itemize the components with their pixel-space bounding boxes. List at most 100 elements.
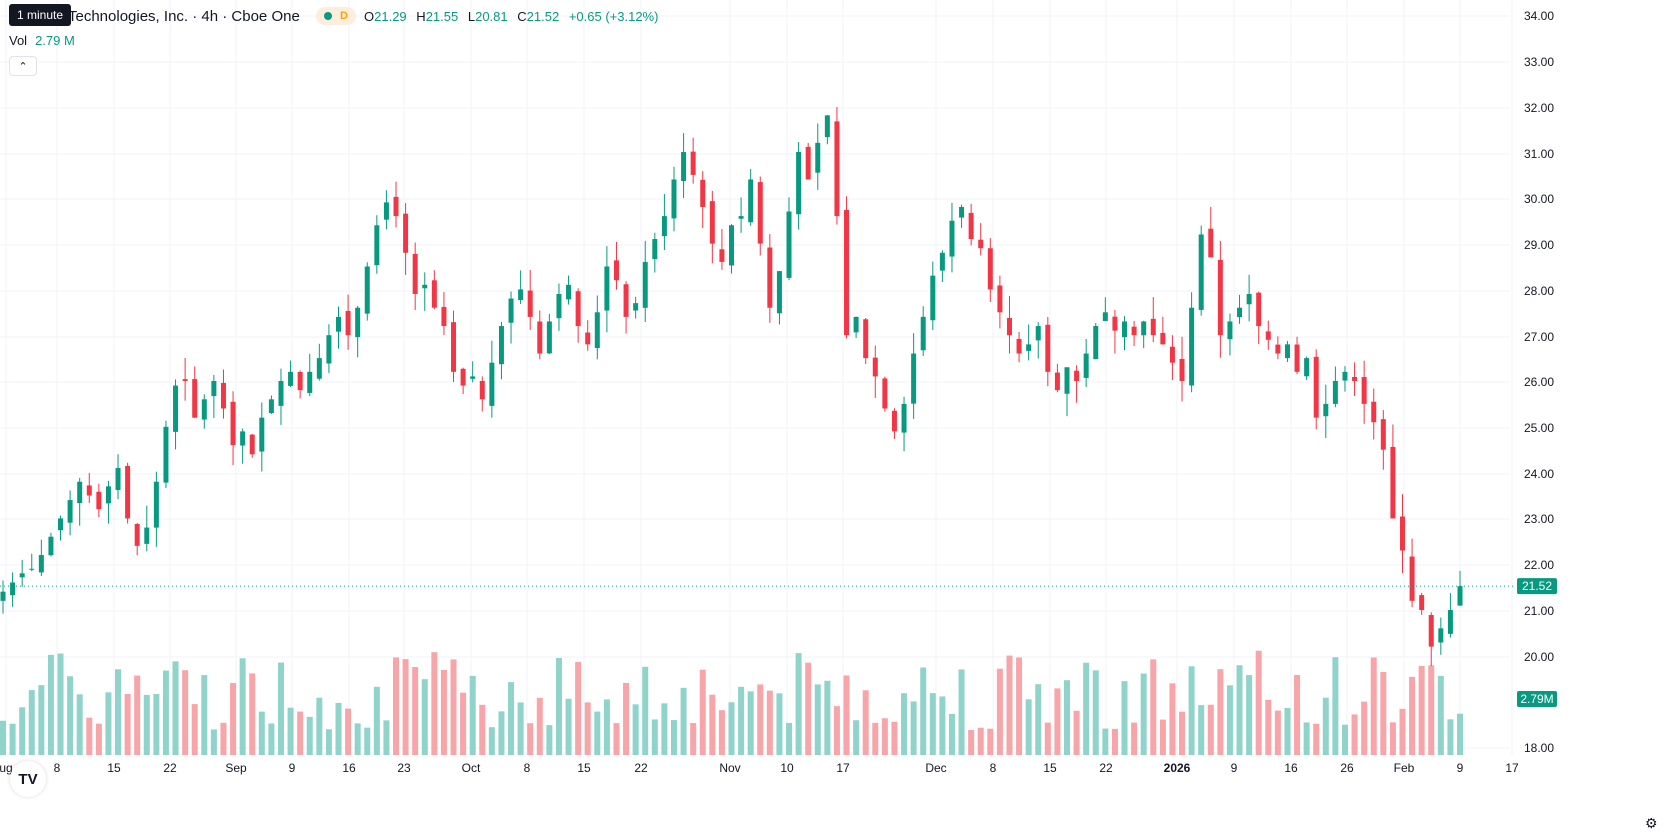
volume-bar [766, 690, 773, 755]
volume-bar [603, 699, 610, 755]
volume-bar [1265, 699, 1272, 755]
candle-body [1438, 628, 1444, 643]
candle-body [412, 253, 418, 294]
collapse-legend-button[interactable]: ⌃ [9, 56, 37, 76]
candle-body [805, 146, 811, 180]
tradingview-logo[interactable]: TV [10, 761, 46, 797]
volume-bar [1303, 722, 1310, 755]
candle-body [1026, 344, 1032, 351]
candle-body [1352, 376, 1358, 381]
volume-bar [613, 723, 620, 755]
candle-body [307, 371, 313, 393]
candle-body [959, 206, 965, 218]
candle-body [1332, 381, 1338, 404]
candle-body [29, 568, 35, 570]
market-status-badge[interactable]: D [316, 7, 356, 25]
volume-bar [690, 723, 697, 755]
close-value: 21.52 [526, 9, 560, 24]
volume-bar [230, 683, 237, 755]
candle-body [661, 216, 667, 237]
volume-bar [86, 717, 93, 755]
volume-bar [1131, 722, 1138, 755]
volume-bar [1054, 688, 1061, 755]
time-tick-label: 17 [1505, 761, 1519, 775]
candle-body [19, 573, 25, 578]
candle-body [891, 410, 897, 432]
time-tick-label: Feb [1394, 761, 1415, 775]
candle-body [182, 379, 188, 381]
candle-body [288, 371, 294, 386]
volume-bar [201, 675, 208, 755]
volume-bar [421, 679, 428, 755]
time-tick-label: 22 [1099, 761, 1113, 775]
volume-bar [1428, 665, 1435, 755]
volume-bar [1073, 710, 1080, 755]
volume-bar [843, 675, 850, 755]
volume-label: Vol [9, 33, 28, 48]
candle-body [259, 417, 265, 452]
candle-body [393, 196, 399, 217]
volume-bar [1389, 722, 1396, 755]
volume-bar [920, 667, 927, 755]
volume-bar [1016, 657, 1023, 755]
volume-bar [67, 676, 74, 755]
volume-bar [1236, 665, 1243, 755]
candle-body [690, 151, 696, 175]
candle-body [58, 518, 64, 531]
candle-body [460, 368, 466, 386]
candle-body [575, 291, 581, 327]
ohlc-readout: O21.29 H21.55 L20.81 C21.52 +0.65 (+3.12… [364, 9, 664, 24]
candle-body [403, 213, 409, 253]
price-tick-label: 26.00 [1524, 375, 1554, 389]
volume-bar [1188, 666, 1195, 755]
volume-bar [1399, 708, 1406, 755]
candle-body [1246, 293, 1252, 305]
candle-body [1371, 401, 1377, 423]
candle-body [297, 372, 303, 391]
price-tick-label: 27.00 [1524, 330, 1554, 344]
candle-body [1256, 292, 1262, 327]
volume-bar [575, 661, 582, 755]
candle-body [249, 434, 255, 455]
candle-body [863, 319, 869, 359]
candle-body [144, 527, 150, 544]
time-tick-label: Nov [719, 761, 740, 775]
volume-bar [958, 669, 965, 755]
volume-bar [412, 667, 419, 755]
volume-bar [1083, 662, 1090, 755]
volume-bar [680, 687, 687, 755]
volume-bar [364, 727, 371, 755]
time-tick-label: Dec [925, 761, 946, 775]
volume-bar [881, 718, 888, 755]
low-label: L [467, 9, 476, 24]
volume-bar [182, 670, 189, 755]
price-tick-label: 18.00 [1524, 741, 1554, 755]
volume-bar [776, 693, 783, 755]
candle-body [939, 252, 945, 271]
candle-body [316, 358, 322, 379]
candle-body [1323, 403, 1329, 417]
price-tick-label: 25.00 [1524, 421, 1554, 435]
candle-body [192, 379, 198, 418]
candle-body [1169, 346, 1175, 363]
candle-body [1275, 344, 1281, 354]
volume-bar [1361, 701, 1368, 755]
candle-body [1227, 321, 1233, 340]
symbol-title[interactable]: Technologies, Inc. · 4h · Cboe One [68, 8, 300, 25]
volume-bar [805, 662, 812, 755]
candle-body [335, 316, 341, 332]
volume-bar [38, 685, 45, 755]
candle-body [1064, 367, 1070, 394]
volume-bar [1025, 699, 1032, 755]
volume-bar [1255, 650, 1262, 755]
volume-bar [786, 722, 793, 755]
candle-body [623, 284, 629, 317]
volume-bar [488, 727, 495, 755]
status-dot-icon [324, 12, 333, 20]
volume-bar [996, 668, 1003, 755]
candle-body [1150, 318, 1156, 336]
volume-bar [1370, 657, 1377, 755]
settings-gear-icon[interactable]: ⚙ [1645, 815, 1658, 831]
candle-body [911, 353, 917, 404]
